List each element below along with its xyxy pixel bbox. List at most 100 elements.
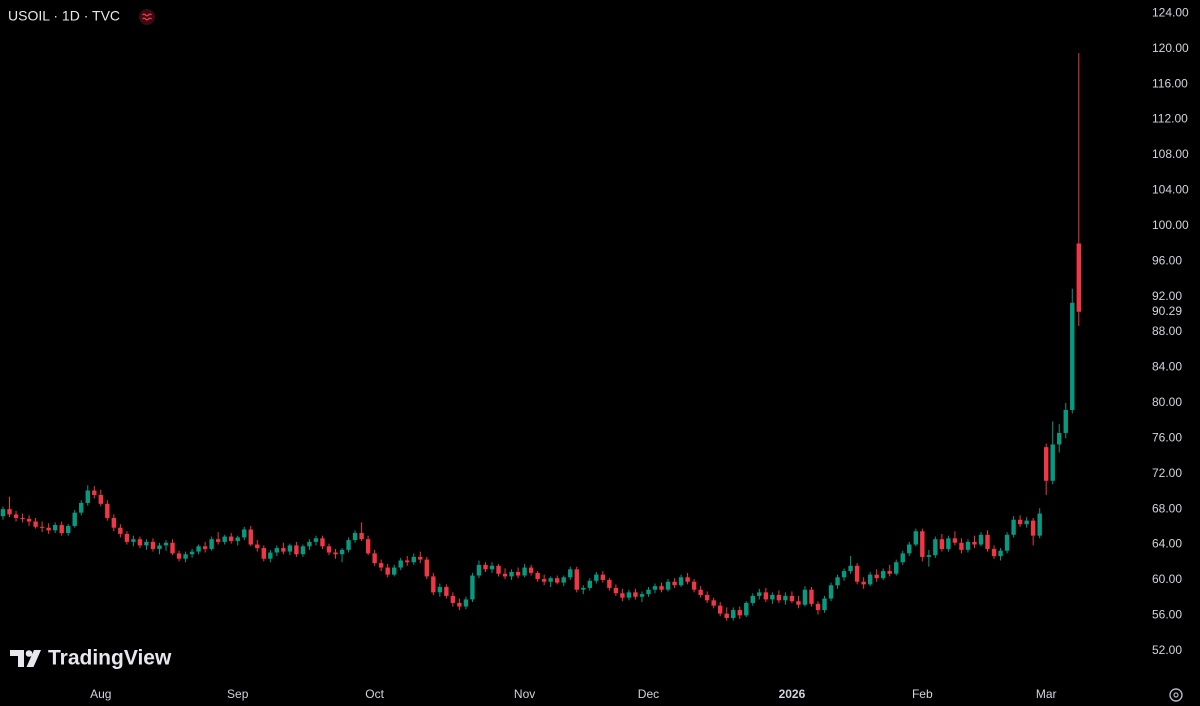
candle-body [170,542,175,554]
candle-body [274,548,280,553]
candle-body [867,574,873,585]
candle-body [913,531,918,545]
candle-body [307,541,312,547]
candle-body [431,576,436,593]
candle-body [131,539,136,542]
candle-body [672,581,677,586]
candle-body [620,593,625,598]
candle-body [678,577,684,586]
brand-logo [10,650,41,667]
candle-body [26,518,32,522]
candle-body [326,546,332,553]
candle-body [502,573,508,577]
candle-body [802,589,808,605]
candle-body [985,534,990,549]
candle-body [848,565,853,572]
settings-icon[interactable] [1169,688,1183,702]
candle-body [85,490,90,503]
candle-body [7,509,12,515]
candle-body [215,539,221,542]
y-tick-label: 124.00 [1152,5,1189,19]
candle-body [313,538,319,542]
y-tick-label: 104.00 [1152,183,1189,197]
candle-body [704,595,710,601]
y-tick-label: 96.00 [1152,253,1182,267]
candle-body [150,541,156,549]
y-tick-label: 92.00 [1152,289,1182,303]
candle-body [1070,302,1075,410]
candle-body [268,552,273,559]
candle-body [874,574,879,579]
candle-body [731,610,736,619]
candle-body [92,490,97,495]
candle-body [568,569,573,578]
candle-body [418,556,423,560]
candle-body [555,578,560,583]
y-tick-label: 64.00 [1152,537,1182,551]
candle-body [111,517,117,528]
candle-body [392,567,397,575]
candle-body [1030,520,1036,536]
candle-body [300,546,306,555]
candle-body [365,539,371,554]
candle-body [1037,513,1042,536]
candle-body [255,544,260,549]
candle-body [907,544,912,554]
candle-body [294,545,299,555]
y-tick-label: 120.00 [1152,41,1189,55]
candle-body [691,581,697,590]
candle-body [242,529,247,538]
candle-body [887,571,892,574]
candle-body [235,537,240,541]
candle-body [541,579,547,582]
candle-body [52,525,58,531]
candle-body [535,572,540,580]
candle-body [79,502,84,513]
title-icon [139,9,155,25]
candle-body [405,560,410,563]
candle-body [46,527,51,531]
candle-body [372,553,377,564]
y-tick-label: 60.00 [1152,572,1182,586]
x-tick-label: Dec [638,687,659,701]
candle-body [202,546,208,549]
candle-body [1057,432,1062,445]
candle-body [1004,534,1010,551]
candle-body [489,565,495,570]
candle-body [854,565,860,582]
candle-body [1076,243,1081,312]
candle-body [926,555,932,557]
candle-body [835,577,840,586]
y-tick-label: 116.00 [1152,76,1188,90]
candle-body [822,598,827,611]
candle-body [1017,519,1023,525]
candle-body [137,539,143,546]
candle-body [457,602,462,607]
candle-body [248,529,253,545]
candle-body [196,546,201,552]
candle-body [515,571,521,576]
candle-body [320,538,325,547]
candle-body [398,560,403,568]
candle-body [998,550,1003,557]
candle-body [444,587,449,596]
candle-body [105,503,110,518]
candle-body [476,564,482,576]
y-tick-label: 112.00 [1152,112,1188,126]
candle-body [229,536,234,541]
candle-body [1063,409,1068,433]
plot-area [0,53,1081,621]
y-tick-label: 108.00 [1152,147,1189,161]
x-tick-label: Nov [514,687,535,701]
candle-body [450,595,456,603]
candle-body [13,514,19,518]
candle-body [783,595,788,601]
candle-body [1024,520,1029,525]
y-tick-label: 52.00 [1152,643,1182,657]
candle-body [965,541,971,550]
candle-body [424,559,429,577]
candle-body [281,548,286,552]
